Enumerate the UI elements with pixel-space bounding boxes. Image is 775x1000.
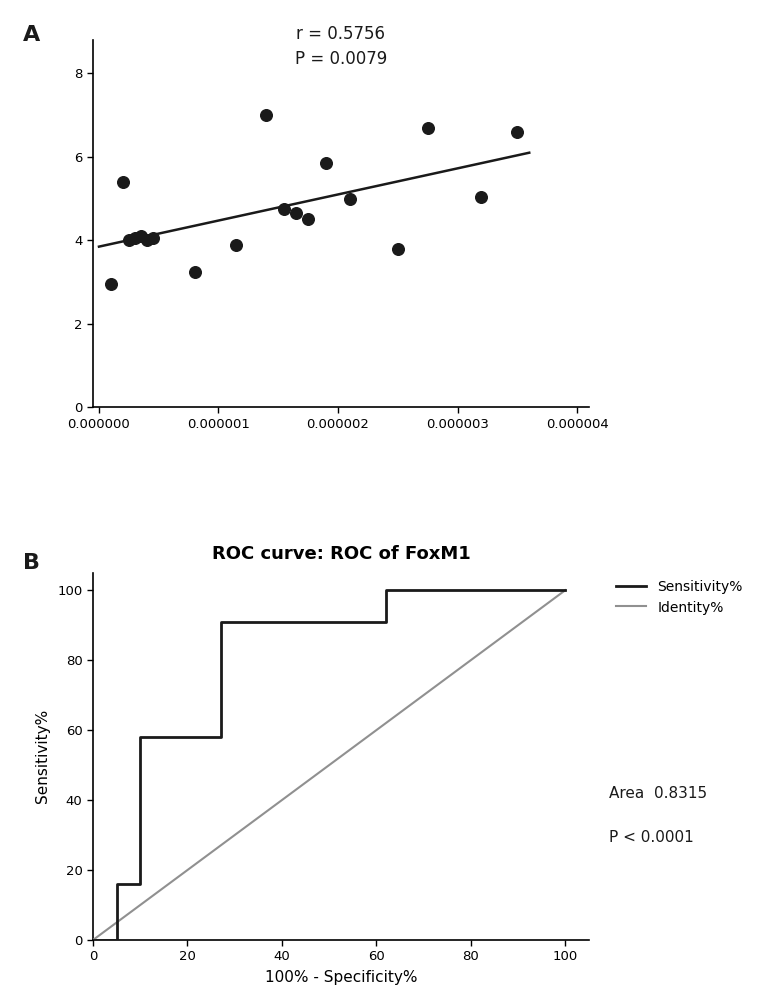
Point [320, 155, 332, 171]
Sensitivity% [381, 616, 391, 628]
Sensitivity% [561, 584, 570, 596]
Sensitivity% [88, 934, 98, 946]
X-axis label: 100% - Specificity%: 100% - Specificity% [265, 970, 417, 985]
Sensitivity% [112, 934, 121, 946]
Point [260, 107, 273, 123]
Legend: Sensitivity%, Identity%: Sensitivity%, Identity% [616, 580, 742, 615]
Text: P < 0.0001: P < 0.0001 [609, 830, 694, 845]
Point [117, 174, 129, 190]
Point [188, 264, 201, 280]
Title: ROC curve: ROC of FoxM1: ROC curve: ROC of FoxM1 [212, 545, 470, 563]
Text: A: A [23, 25, 40, 45]
Point [140, 232, 153, 248]
Point [302, 211, 315, 227]
Point [230, 237, 243, 253]
Point [391, 241, 404, 257]
Text: Area  0.8315: Area 0.8315 [609, 786, 707, 801]
Sensitivity% [136, 878, 145, 890]
Sensitivity% [112, 878, 121, 890]
Sensitivity% [136, 731, 145, 743]
Point [511, 124, 523, 140]
Text: r = 0.5756
P = 0.0079: r = 0.5756 P = 0.0079 [294, 25, 388, 68]
Point [105, 276, 117, 292]
Point [135, 228, 147, 244]
Point [290, 205, 302, 221]
Point [278, 201, 291, 217]
Line: Sensitivity%: Sensitivity% [93, 590, 566, 940]
Sensitivity% [216, 616, 226, 628]
Point [129, 230, 141, 246]
Sensitivity% [216, 731, 226, 743]
Point [122, 232, 135, 248]
Point [146, 230, 159, 246]
Point [475, 189, 487, 205]
Sensitivity% [381, 584, 391, 596]
Y-axis label: Sensitivity%: Sensitivity% [36, 709, 50, 803]
Point [422, 120, 434, 136]
Point [344, 191, 357, 207]
Text: B: B [23, 553, 40, 573]
